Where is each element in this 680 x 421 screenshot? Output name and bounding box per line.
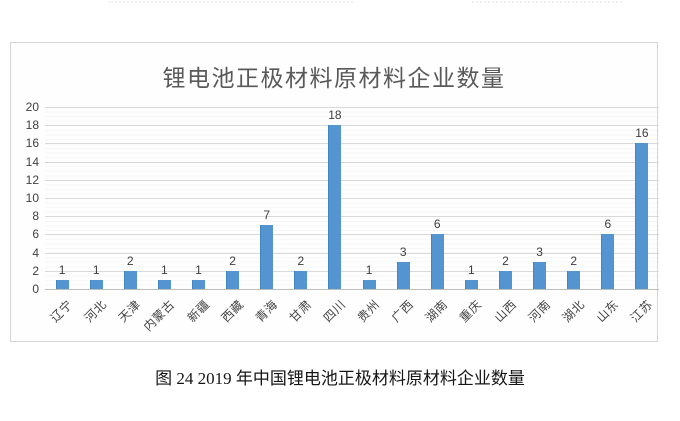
grid-line [45, 161, 659, 163]
bar-value-label: 6 [604, 217, 612, 231]
bar-新疆 [192, 280, 205, 289]
bar-山东 [601, 234, 615, 289]
figure-caption: 图 24 2019 年中国锂电池正极材料原材料企业数量 [155, 369, 525, 388]
bar-value-label: 1 [195, 263, 202, 277]
bar-西藏 [226, 271, 240, 289]
bar-value-label: 7 [263, 208, 271, 222]
y-tick-label: 20 [25, 100, 39, 114]
bar-山西 [499, 271, 512, 289]
y-tick-label: 12 [25, 172, 39, 187]
grid-line [45, 143, 659, 145]
bar-江苏 [635, 143, 649, 289]
bar-value-label: 2 [297, 254, 305, 268]
bar-河北 [89, 280, 103, 289]
y-tick-label: 18 [25, 118, 39, 133]
bar-广西 [396, 262, 410, 289]
scan-artifact [472, 1, 622, 7]
bar-value-label: 2 [126, 254, 134, 268]
scan-artifact [108, 1, 353, 7]
bar-甘肃 [294, 271, 308, 289]
y-tick-label: 10 [25, 191, 39, 205]
bar-value-label: 1 [468, 263, 475, 277]
bar-湖南 [430, 234, 444, 289]
grid-line [45, 179, 659, 181]
grid-line [45, 125, 659, 127]
bar-value-label: 3 [399, 245, 407, 259]
bar-河南 [533, 262, 547, 289]
y-tick-label: 0 [32, 282, 39, 296]
y-tick-label: 16 [25, 136, 39, 151]
bar-重庆 [464, 280, 478, 289]
bar-value-label: 6 [433, 217, 441, 231]
bar-四川 [328, 125, 342, 289]
bar-天津 [123, 271, 137, 289]
bar-value-label: 1 [161, 263, 168, 277]
bar-value-label: 2 [570, 254, 578, 268]
bar-贵州 [362, 280, 376, 289]
bar-内蒙古 [157, 280, 171, 289]
bar-value-label: 3 [536, 245, 543, 259]
grid-line [45, 234, 659, 236]
bar-辽宁 [55, 280, 69, 289]
grid-line [45, 198, 659, 199]
bar-value-label: 1 [58, 263, 66, 277]
y-tick-label: 6 [32, 227, 39, 242]
y-tick-label: 4 [32, 245, 39, 260]
grid-line [45, 252, 659, 254]
bar-value-label: 1 [92, 263, 100, 277]
y-tick-label: 2 [32, 263, 39, 278]
bar-value-label: 18 [328, 108, 342, 122]
grid-line [45, 270, 659, 272]
grid-line [45, 107, 659, 108]
y-tick-label: 8 [32, 209, 39, 224]
bar-value-label: 2 [229, 254, 236, 268]
bar-value-label: 2 [502, 254, 509, 268]
chart-title: 锂电池正极材料原材料企业数量 [162, 65, 506, 91]
grid-line [45, 289, 659, 290]
grid-line [45, 216, 659, 218]
bar-湖北 [567, 271, 581, 289]
y-tick-label: 14 [25, 154, 39, 169]
bar-青海 [260, 225, 274, 289]
plot-area: 1 1 2 1 1 2 7 2 18 1 3 6 1 2 3 2 6 16 [45, 107, 659, 290]
bar-value-label: 1 [365, 263, 373, 277]
bar-value-label: 16 [635, 126, 649, 140]
